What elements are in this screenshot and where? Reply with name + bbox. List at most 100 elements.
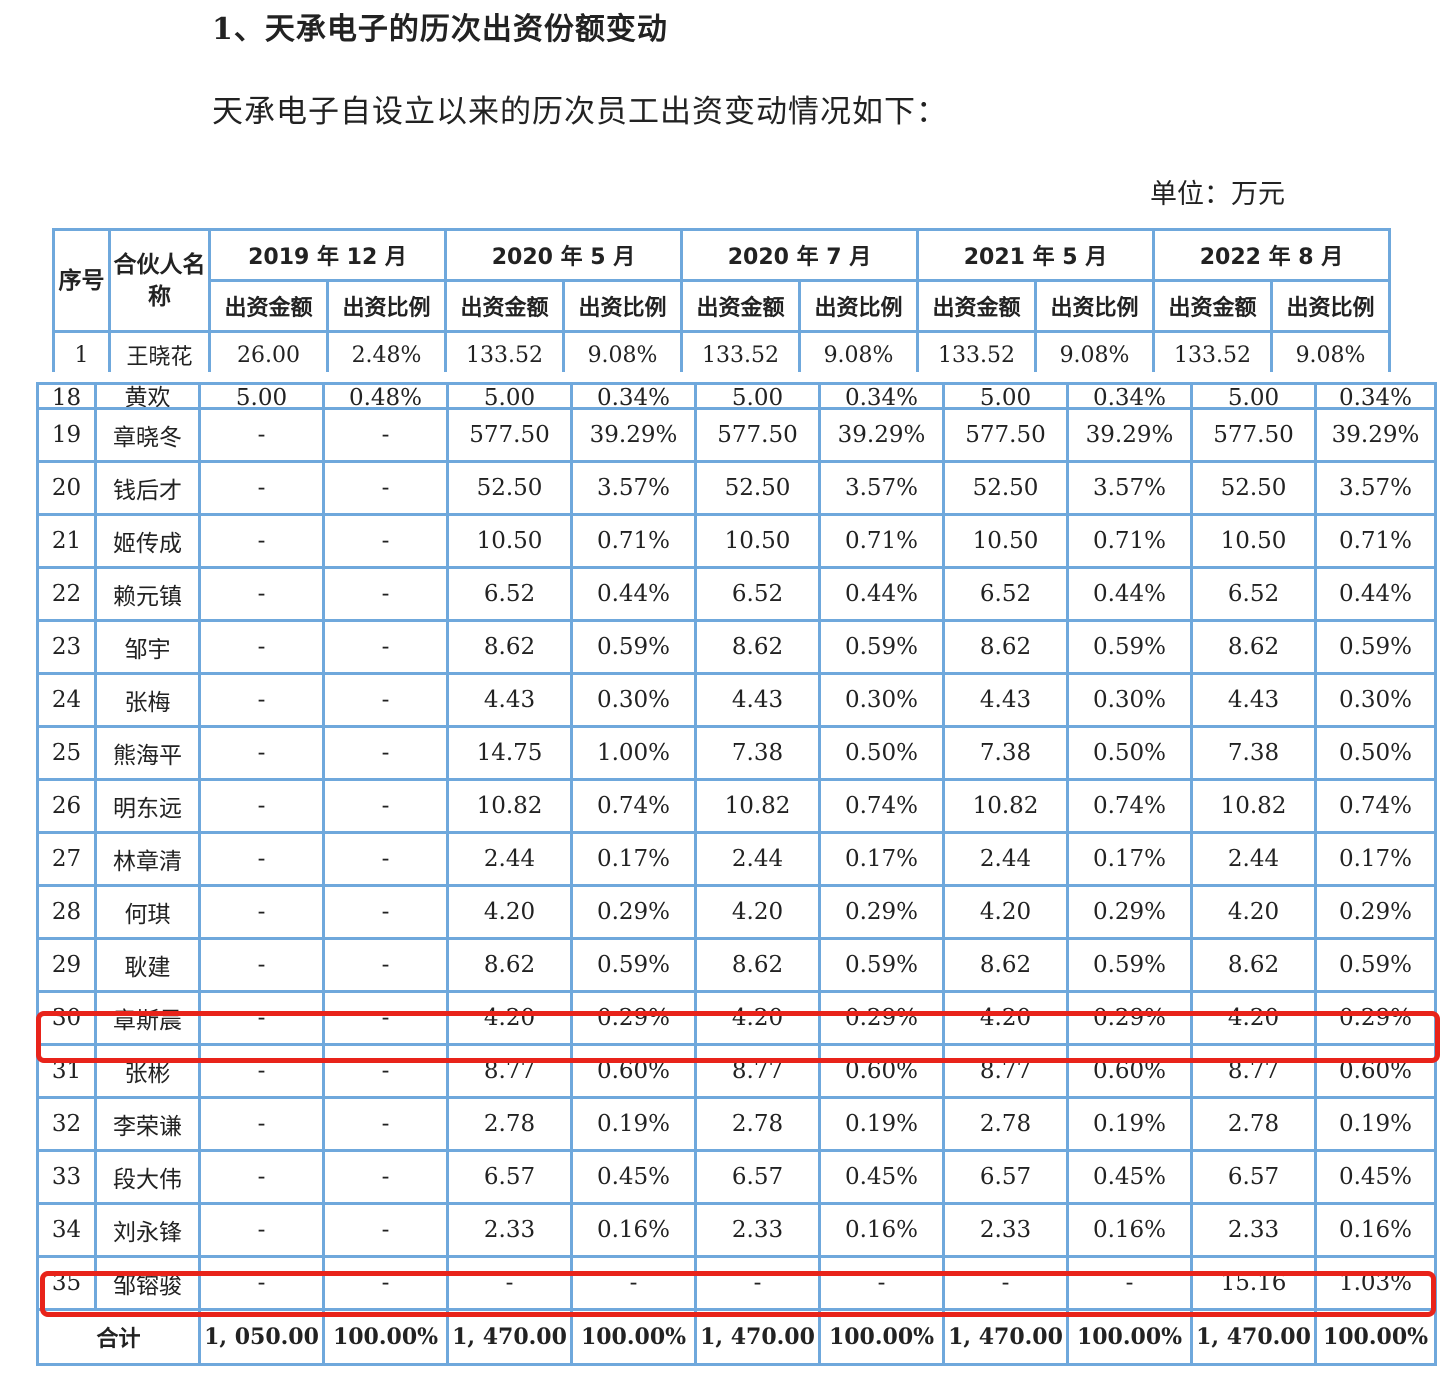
- row-value-cell: -: [322, 407, 449, 463]
- row-value-cell: -: [198, 1043, 325, 1099]
- row-value-cell: 39.29%: [570, 407, 697, 463]
- row-value-cell: 0.48%: [322, 382, 449, 410]
- row-value-cell: 0.59%: [570, 937, 697, 993]
- row-value-cell: 8.62: [446, 619, 573, 675]
- row-value-cell: 577.50: [446, 407, 573, 463]
- row-value-cell: 0.44%: [818, 566, 945, 622]
- row-value-cell: 0.71%: [570, 513, 697, 569]
- row-value-cell: 3.57%: [818, 460, 945, 516]
- total-cell: 100.00%: [322, 1308, 449, 1366]
- row-value-cell: 2.78: [446, 1096, 573, 1152]
- row-value-cell: -: [322, 1043, 449, 1099]
- row-value-cell: 2.78: [942, 1096, 1069, 1152]
- row-value-cell: -: [322, 1255, 449, 1311]
- table-body-top: 1 王晓花 26.00 2.48% 133.52 9.08% 133.52 9.08% 133.…: [52, 330, 1392, 380]
- row-value-cell: 10.82: [694, 778, 821, 834]
- table-row: 34 刘永锋 - -2.33 0.16% 2.33 0.16% 2.33 0.16% 2.33 0.…: [36, 1202, 1437, 1258]
- row-value-cell: 1.00%: [570, 725, 697, 781]
- row-value-cell: 0.59%: [1314, 619, 1437, 675]
- row-value-cell: -: [198, 619, 325, 675]
- row-value-cell: -: [198, 1096, 325, 1152]
- row-value-cell: 0.71%: [818, 513, 945, 569]
- row-seq-cell: 18: [36, 382, 97, 410]
- row-value-cell: 0.29%: [570, 990, 697, 1046]
- row-value-cell: 6.52: [446, 566, 573, 622]
- row-value-cell: -: [322, 1202, 449, 1258]
- row-value-cell: 5.00: [1190, 382, 1317, 410]
- table-row: 25 熊海平 - -14.75 1.00% 7.38 0.50% 7.38 0.50% 7.38 0…: [36, 725, 1437, 781]
- row-value-cell: 4.20: [1190, 990, 1317, 1046]
- row-value-cell: 0.30%: [1314, 672, 1437, 728]
- row-name-cell: 章晓冬: [94, 407, 201, 463]
- row-value-cell: 0.50%: [1314, 725, 1437, 781]
- row-name-cell: 刘永锋: [94, 1202, 201, 1258]
- row-value-cell: -: [322, 990, 449, 1046]
- row-value-cell: -: [198, 566, 325, 622]
- row-seq-cell: 29: [36, 937, 97, 993]
- row-value-cell: -: [198, 1202, 325, 1258]
- table-row: 31 张彬 - -8.77 0.60% 8.77 0.60% 8.77 0.60% 8.77 0.6…: [36, 1043, 1437, 1099]
- row-value-cell: 7.38: [1190, 725, 1317, 781]
- table-row: 28 何琪 - -4.20 0.29% 4.20 0.29% 4.20 0.29% 4.20 0.2…: [36, 884, 1437, 940]
- row-value-cell: 52.50: [694, 460, 821, 516]
- header-amount: 出资金额: [680, 279, 802, 333]
- header-amount: 出资金额: [208, 279, 329, 333]
- row-value-cell: 0.59%: [570, 619, 697, 675]
- row-value-cell: 26.00: [208, 330, 329, 380]
- row-name-cell: 王晓花: [108, 330, 211, 380]
- row-name-cell: 黄欢: [94, 382, 201, 410]
- row-value-cell: 0.19%: [1314, 1096, 1437, 1152]
- total-cell: 100.00%: [818, 1308, 945, 1366]
- row-name-cell: 张彬: [94, 1043, 201, 1099]
- highlight-box-row-35: [40, 1271, 1436, 1317]
- row-value-cell: 133.52: [1152, 330, 1274, 380]
- watermark-logo: [1195, 1297, 1415, 1347]
- intro-text: 天承电子自设立以来的历次员工出资变动情况如下：: [212, 94, 948, 130]
- header-period: 2021 年 5 月: [916, 228, 1156, 282]
- row-value-cell: 10.82: [942, 778, 1069, 834]
- row-value-cell: 0.30%: [570, 672, 697, 728]
- row-value-cell: -: [322, 725, 449, 781]
- row-value-cell: 7.38: [694, 725, 821, 781]
- table-row: 19 章晓冬 - -577.50 39.29% 577.50 39.29% 577.50 39.…: [36, 407, 1437, 463]
- row-value-cell: 52.50: [942, 460, 1069, 516]
- row-value-cell: 0.44%: [1066, 566, 1193, 622]
- row-value-cell: 4.43: [446, 672, 573, 728]
- row-value-cell: 0.29%: [1066, 990, 1193, 1046]
- row-value-cell: 39.29%: [1314, 407, 1437, 463]
- row-name-cell: 段大伟: [94, 1149, 201, 1205]
- row-value-cell: 3.57%: [570, 460, 697, 516]
- row-value-cell: -: [198, 990, 325, 1046]
- row-value-cell: 14.75: [446, 725, 573, 781]
- row-value-cell: 5.00: [198, 382, 325, 410]
- header-ratio: 出资比例: [1034, 279, 1156, 333]
- total-cell: 100.00%: [1314, 1308, 1437, 1366]
- row-value-cell: 0.19%: [570, 1096, 697, 1152]
- row-value-cell: -: [322, 778, 449, 834]
- row-value-cell: 7.38: [942, 725, 1069, 781]
- row-value-cell: -: [322, 1149, 449, 1205]
- row-value-cell: 0.59%: [818, 619, 945, 675]
- row-value-cell: -: [942, 1255, 1069, 1311]
- header-ratio: 出资比例: [562, 279, 684, 333]
- row-value-cell: 6.52: [694, 566, 821, 622]
- row-name-cell: 邹宇: [94, 619, 201, 675]
- row-value-cell: -: [198, 725, 325, 781]
- row-value-cell: 0.34%: [818, 382, 945, 410]
- table-row: 23 邹宇 - -8.62 0.59% 8.62 0.59% 8.62 0.59% 8.62 0.5…: [36, 619, 1437, 675]
- row-value-cell: -: [198, 407, 325, 463]
- row-value-cell: 8.62: [1190, 619, 1317, 675]
- row-value-cell: 8.62: [942, 619, 1069, 675]
- row-value-cell: 0.17%: [570, 831, 697, 887]
- row-value-cell: 0.45%: [1314, 1149, 1437, 1205]
- row-name-cell: 钱后才: [94, 460, 201, 516]
- header-period: 2020 年 5 月: [444, 228, 684, 282]
- row-value-cell: 0.17%: [1066, 831, 1193, 887]
- row-value-cell: 0.59%: [1066, 619, 1193, 675]
- header-seq: 序号: [52, 228, 111, 333]
- header-amount: 出资金额: [444, 279, 566, 333]
- row-value-cell: -: [198, 1149, 325, 1205]
- row-seq-cell: 30: [36, 990, 97, 1046]
- row-value-cell: 0.45%: [570, 1149, 697, 1205]
- table-row: 26 明东远 - -10.82 0.74% 10.82 0.74% 10.82 0.74% 10.…: [36, 778, 1437, 834]
